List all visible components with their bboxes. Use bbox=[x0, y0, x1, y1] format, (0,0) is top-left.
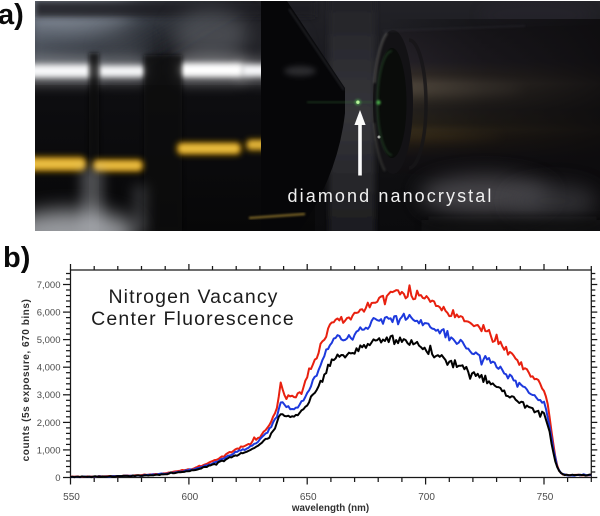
svg-text:650: 650 bbox=[300, 492, 317, 503]
svg-text:3,000: 3,000 bbox=[37, 390, 61, 401]
svg-text:550: 550 bbox=[63, 492, 80, 503]
svg-text:diamond nanocrystal: diamond nanocrystal bbox=[288, 186, 494, 206]
svg-text:Nitrogen Vacancy: Nitrogen Vacancy bbox=[108, 286, 278, 308]
svg-text:6,000: 6,000 bbox=[37, 308, 61, 319]
svg-text:4,000: 4,000 bbox=[37, 363, 61, 374]
svg-text:5,000: 5,000 bbox=[37, 335, 61, 346]
svg-text:750: 750 bbox=[537, 492, 554, 503]
svg-text:0: 0 bbox=[55, 473, 60, 484]
svg-text:counts (5s exposure, 670 bins): counts (5s exposure, 670 bins) bbox=[21, 299, 32, 462]
svg-text:7,000: 7,000 bbox=[37, 280, 61, 291]
svg-text:1,000: 1,000 bbox=[37, 445, 61, 456]
svg-text:600: 600 bbox=[182, 492, 199, 503]
svg-text:2,000: 2,000 bbox=[37, 418, 61, 429]
svg-text:wavelength (nm): wavelength (nm) bbox=[291, 503, 369, 514]
svg-text:700: 700 bbox=[418, 492, 435, 503]
svg-text:Center Fluorescence: Center Fluorescence bbox=[91, 308, 295, 330]
